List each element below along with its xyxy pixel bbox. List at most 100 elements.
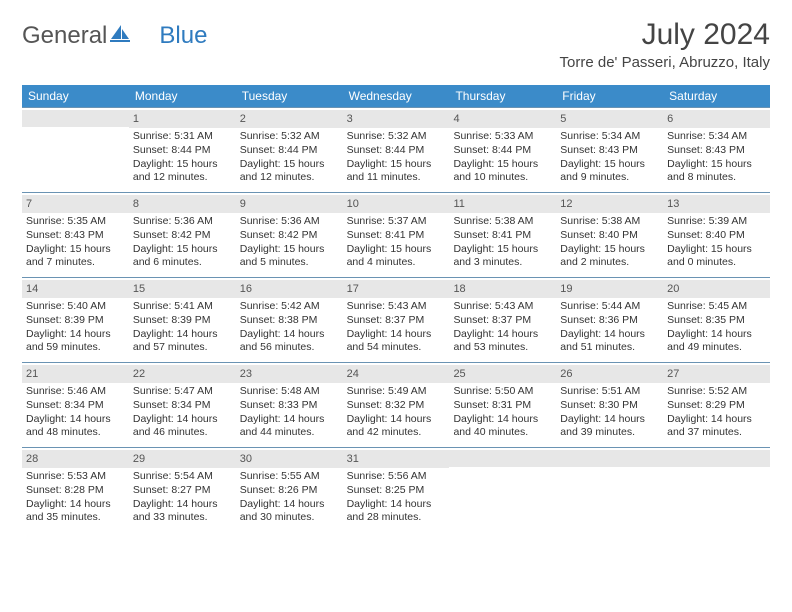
daylight-line1: Daylight: 15 hours bbox=[560, 243, 659, 257]
sunrise-text: Sunrise: 5:34 AM bbox=[560, 130, 659, 144]
calendar-day-cell: 13Sunrise: 5:39 AMSunset: 8:40 PMDayligh… bbox=[663, 193, 770, 277]
calendar-day-cell: 29Sunrise: 5:54 AMSunset: 8:27 PMDayligh… bbox=[129, 448, 236, 532]
sunset-text: Sunset: 8:36 PM bbox=[560, 314, 659, 328]
day-number: 2 bbox=[236, 110, 343, 128]
sunrise-text: Sunrise: 5:34 AM bbox=[667, 130, 766, 144]
sunset-text: Sunset: 8:34 PM bbox=[133, 399, 232, 413]
sunset-text: Sunset: 8:26 PM bbox=[240, 484, 339, 498]
sunset-text: Sunset: 8:27 PM bbox=[133, 484, 232, 498]
daylight-line1: Daylight: 14 hours bbox=[240, 498, 339, 512]
day-number: 3 bbox=[343, 110, 450, 128]
day-number: 12 bbox=[556, 195, 663, 213]
calendar-week: 7Sunrise: 5:35 AMSunset: 8:43 PMDaylight… bbox=[22, 192, 770, 277]
sunrise-text: Sunrise: 5:51 AM bbox=[560, 385, 659, 399]
weekday-header: Wednesday bbox=[343, 85, 450, 107]
sunrise-text: Sunrise: 5:37 AM bbox=[347, 215, 446, 229]
sunrise-text: Sunrise: 5:38 AM bbox=[453, 215, 552, 229]
sunset-text: Sunset: 8:40 PM bbox=[560, 229, 659, 243]
daylight-line2: and 39 minutes. bbox=[560, 426, 659, 440]
sunrise-text: Sunrise: 5:38 AM bbox=[560, 215, 659, 229]
brand-logo: General Blue bbox=[22, 18, 207, 50]
sunrise-text: Sunrise: 5:44 AM bbox=[560, 300, 659, 314]
sunset-text: Sunset: 8:32 PM bbox=[347, 399, 446, 413]
sunset-text: Sunset: 8:28 PM bbox=[26, 484, 125, 498]
daylight-line1: Daylight: 14 hours bbox=[453, 413, 552, 427]
daylight-line2: and 11 minutes. bbox=[347, 171, 446, 185]
calendar-day-cell: 17Sunrise: 5:43 AMSunset: 8:37 PMDayligh… bbox=[343, 278, 450, 362]
sunset-text: Sunset: 8:25 PM bbox=[347, 484, 446, 498]
calendar-day-cell: 11Sunrise: 5:38 AMSunset: 8:41 PMDayligh… bbox=[449, 193, 556, 277]
daylight-line1: Daylight: 14 hours bbox=[240, 328, 339, 342]
daylight-line2: and 10 minutes. bbox=[453, 171, 552, 185]
sunset-text: Sunset: 8:41 PM bbox=[347, 229, 446, 243]
weekday-header-row: Sunday Monday Tuesday Wednesday Thursday… bbox=[22, 85, 770, 107]
brand-name-part1: General bbox=[22, 22, 107, 50]
sunrise-text: Sunrise: 5:49 AM bbox=[347, 385, 446, 399]
calendar-day-cell: 31 Sunrise: 5:56 AMSunset: 8:25 PMDayligh… bbox=[343, 448, 450, 532]
sunrise-text: Sunrise: 5:39 AM bbox=[667, 215, 766, 229]
daylight-line2: and 48 minutes. bbox=[26, 426, 125, 440]
calendar-day-cell: 10 Sunrise: 5:37 AMSunset: 8:41 PMDayligh… bbox=[343, 193, 450, 277]
daylight-line1: Daylight: 15 hours bbox=[240, 243, 339, 257]
calendar-day-cell: 16Sunrise: 5:42 AMSunset: 8:38 PMDayligh… bbox=[236, 278, 343, 362]
calendar-day-cell: 22Sunrise: 5:47 AMSunset: 8:34 PMDayligh… bbox=[129, 363, 236, 447]
sunset-text: Sunset: 8:35 PM bbox=[667, 314, 766, 328]
sunrise-text: Sunrise: 5:42 AM bbox=[240, 300, 339, 314]
daylight-line2: and 53 minutes. bbox=[453, 341, 552, 355]
sunrise-text: Sunrise: 5:40 AM bbox=[26, 300, 125, 314]
calendar-day-cell: 19Sunrise: 5:44 AMSunset: 8:36 PMDayligh… bbox=[556, 278, 663, 362]
sunrise-text: Sunrise: 5:32 AM bbox=[240, 130, 339, 144]
sunset-text: Sunset: 8:43 PM bbox=[26, 229, 125, 243]
daylight-line1: Daylight: 15 hours bbox=[453, 158, 552, 172]
calendar-day-cell: 20Sunrise: 5:45 AMSunset: 8:35 PMDayligh… bbox=[663, 278, 770, 362]
calendar-day-cell: 8Sunrise: 5:36 AMSunset: 8:42 PMDaylight… bbox=[129, 193, 236, 277]
daylight-line2: and 30 minutes. bbox=[240, 511, 339, 525]
daylight-line2: and 8 minutes. bbox=[667, 171, 766, 185]
sunrise-text: Sunrise: 5:31 AM bbox=[133, 130, 232, 144]
location-text: Torre de' Passeri, Abruzzo, Italy bbox=[560, 54, 770, 71]
daylight-line2: and 40 minutes. bbox=[453, 426, 552, 440]
daylight-line2: and 44 minutes. bbox=[240, 426, 339, 440]
daylight-line2: and 7 minutes. bbox=[26, 256, 125, 270]
daylight-line2: and 9 minutes. bbox=[560, 171, 659, 185]
daylight-line2: and 59 minutes. bbox=[26, 341, 125, 355]
sunset-text: Sunset: 8:39 PM bbox=[133, 314, 232, 328]
daylight-line1: Daylight: 14 hours bbox=[347, 328, 446, 342]
daylight-line1: Daylight: 14 hours bbox=[133, 328, 232, 342]
day-number bbox=[556, 450, 663, 467]
sunrise-text: Sunrise: 5:45 AM bbox=[667, 300, 766, 314]
weekday-header: Tuesday bbox=[236, 85, 343, 107]
sunset-text: Sunset: 8:39 PM bbox=[26, 314, 125, 328]
daylight-line2: and 5 minutes. bbox=[240, 256, 339, 270]
weekday-header: Sunday bbox=[22, 85, 129, 107]
daylight-line1: Daylight: 14 hours bbox=[26, 498, 125, 512]
day-number: 6 bbox=[663, 110, 770, 128]
sunrise-text: Sunrise: 5:36 AM bbox=[133, 215, 232, 229]
daylight-line1: Daylight: 14 hours bbox=[347, 498, 446, 512]
daylight-line1: Daylight: 14 hours bbox=[560, 328, 659, 342]
calendar-day-cell: 7Sunrise: 5:35 AMSunset: 8:43 PMDaylight… bbox=[22, 193, 129, 277]
day-number: 10 bbox=[343, 195, 450, 213]
calendar-day-cell bbox=[22, 108, 129, 192]
page-header: General Blue July 2024 Torre de' Passeri… bbox=[22, 18, 770, 71]
sunset-text: Sunset: 8:44 PM bbox=[240, 144, 339, 158]
calendar-day-cell: 21Sunrise: 5:46 AMSunset: 8:34 PMDayligh… bbox=[22, 363, 129, 447]
sunset-text: Sunset: 8:44 PM bbox=[347, 144, 446, 158]
day-number: 31 bbox=[343, 450, 450, 468]
daylight-line1: Daylight: 15 hours bbox=[347, 243, 446, 257]
daylight-line2: and 54 minutes. bbox=[347, 341, 446, 355]
day-number: 18 bbox=[449, 280, 556, 298]
daylight-line2: and 35 minutes. bbox=[26, 511, 125, 525]
sunrise-text: Sunrise: 5:54 AM bbox=[133, 470, 232, 484]
day-number bbox=[663, 450, 770, 467]
day-number: 14 bbox=[22, 280, 129, 298]
day-number: 4 bbox=[449, 110, 556, 128]
weekday-header: Monday bbox=[129, 85, 236, 107]
weekday-header: Thursday bbox=[449, 85, 556, 107]
weekday-header: Friday bbox=[556, 85, 663, 107]
calendar-day-cell bbox=[556, 448, 663, 532]
sunrise-text: Sunrise: 5:56 AM bbox=[347, 470, 446, 484]
calendar-day-cell: 15Sunrise: 5:41 AMSunset: 8:39 PMDayligh… bbox=[129, 278, 236, 362]
calendar-day-cell: 30Sunrise: 5:55 AMSunset: 8:26 PMDayligh… bbox=[236, 448, 343, 532]
sunrise-text: Sunrise: 5:47 AM bbox=[133, 385, 232, 399]
